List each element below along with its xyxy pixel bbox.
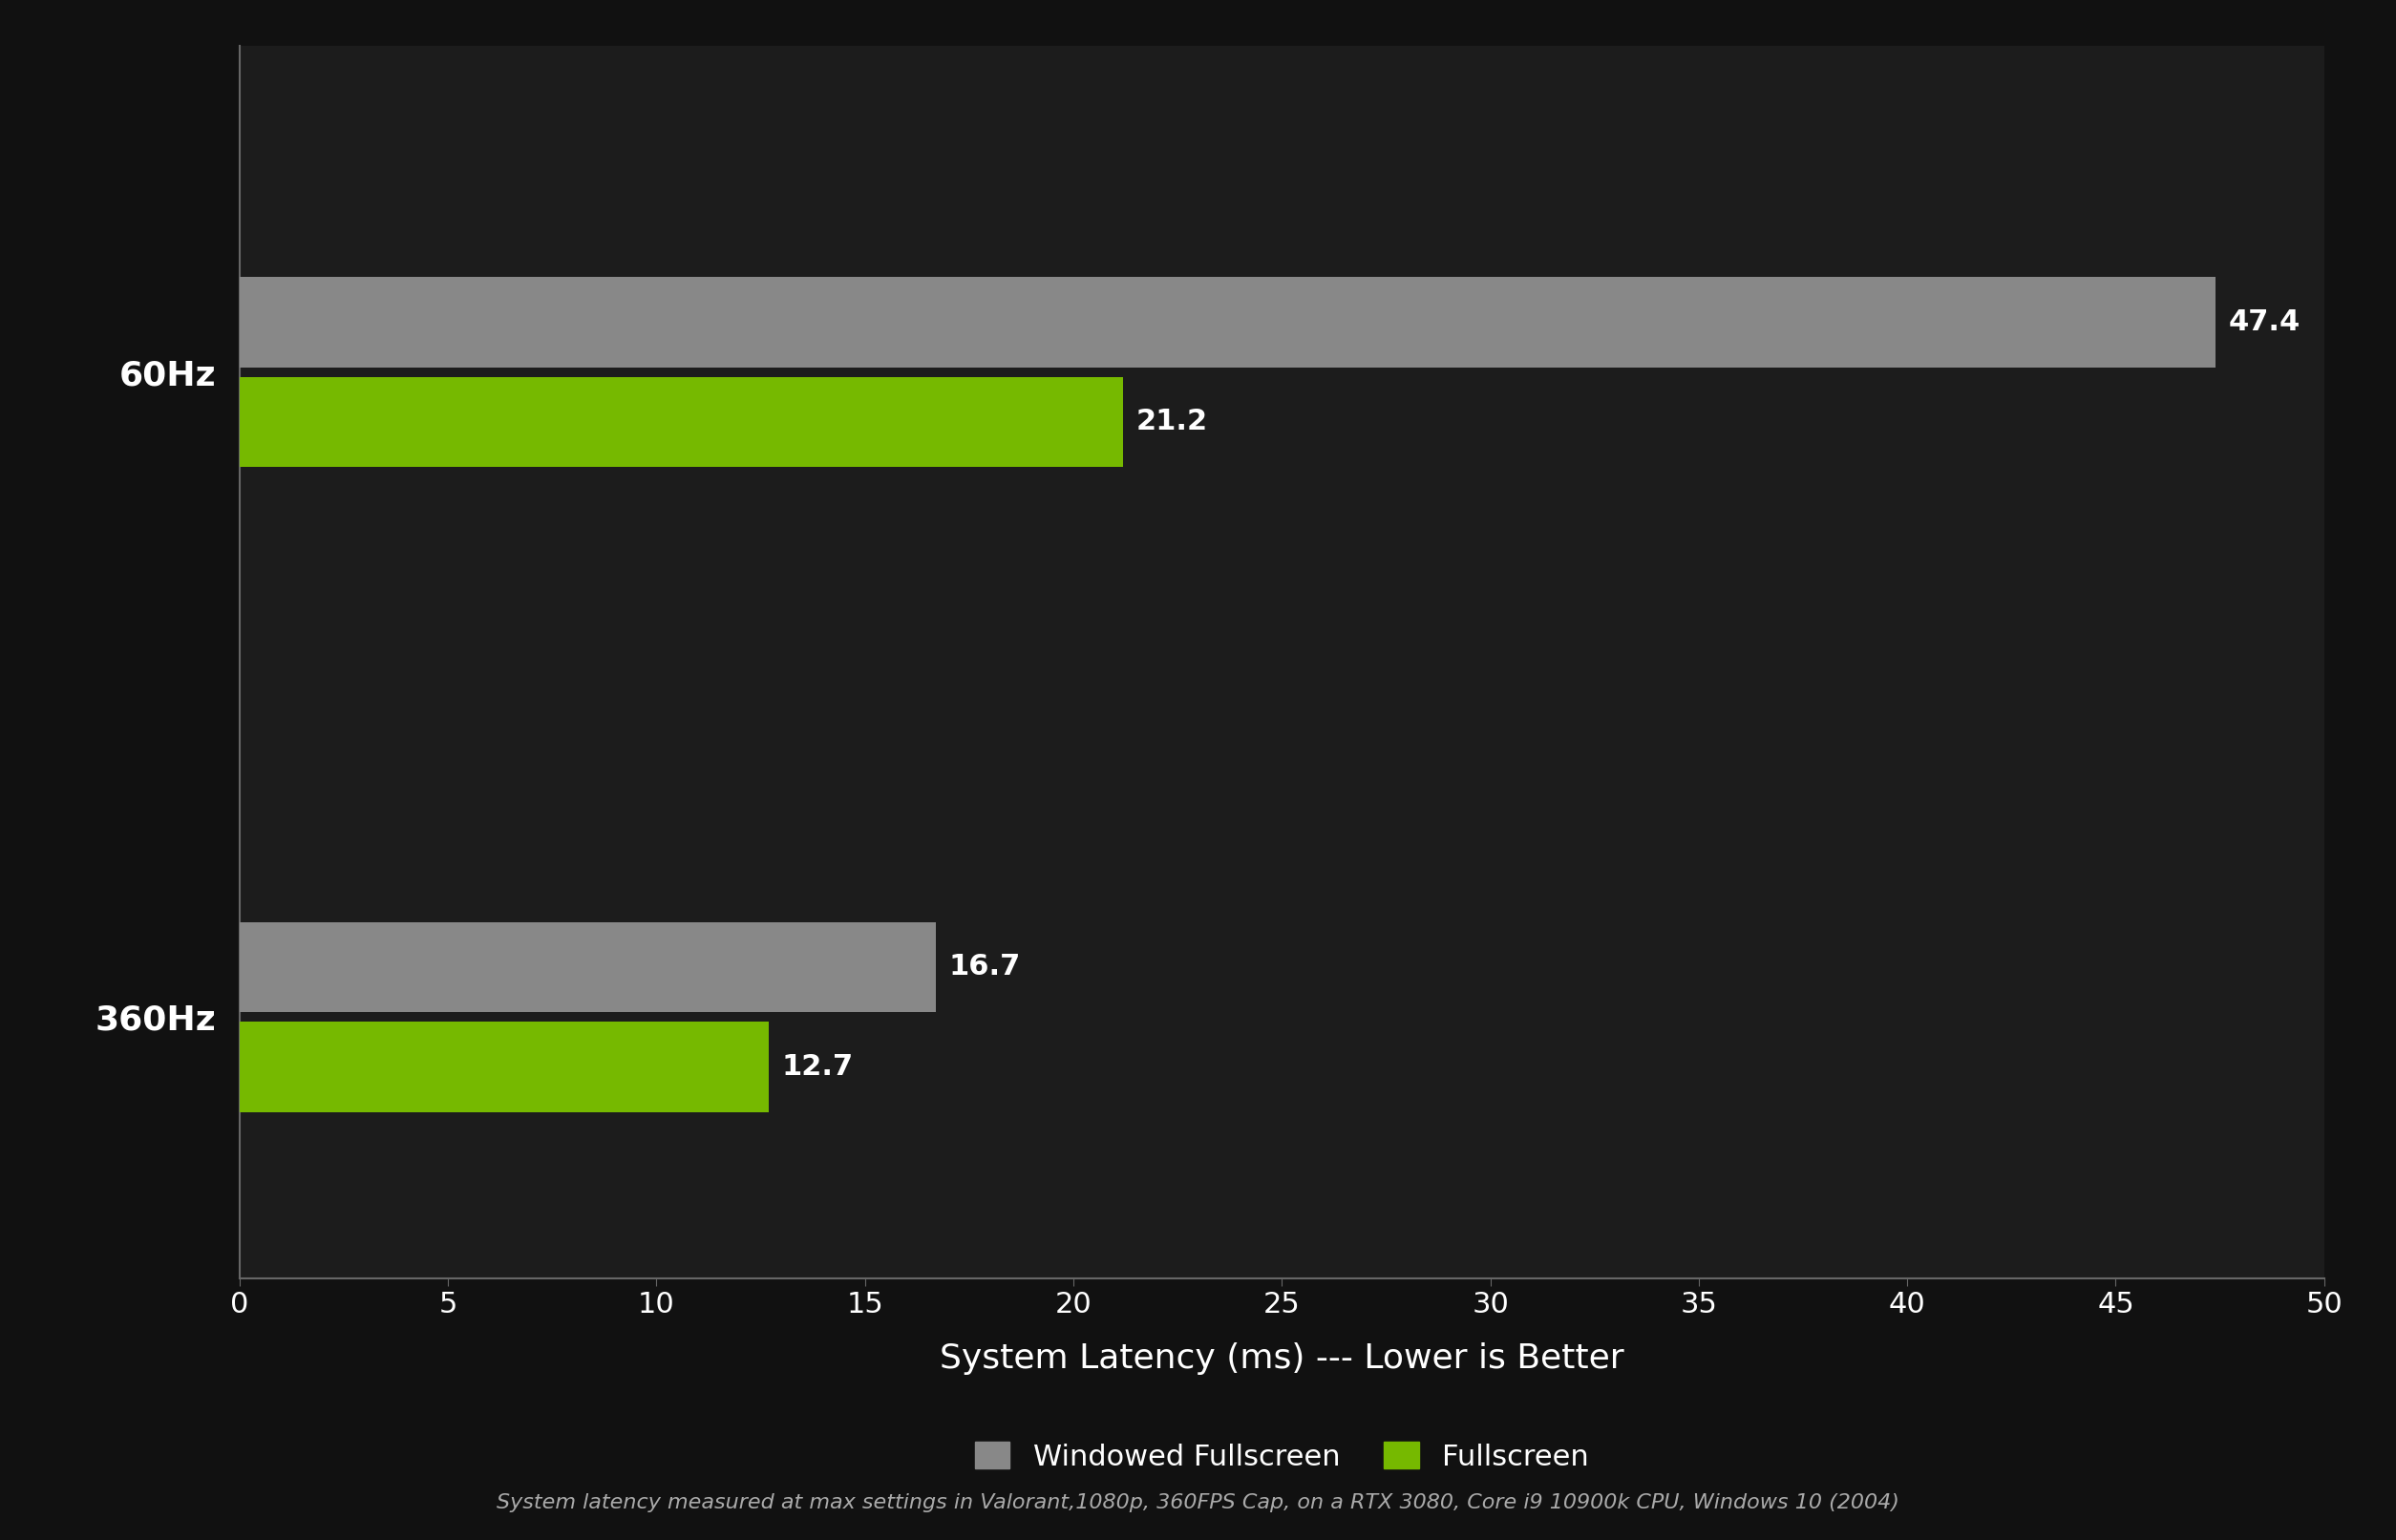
Bar xyxy=(240,277,2216,367)
Text: 21.2: 21.2 xyxy=(1136,408,1208,436)
Text: System latency measured at max settings in Valorant,1080p, 360FPS Cap, on a RTX : System latency measured at max settings … xyxy=(496,1494,1900,1512)
Text: 16.7: 16.7 xyxy=(949,953,1021,981)
Text: 12.7: 12.7 xyxy=(781,1053,853,1081)
Bar xyxy=(240,922,937,1012)
X-axis label: System Latency (ms) --- Lower is Better: System Latency (ms) --- Lower is Better xyxy=(939,1343,1624,1375)
Bar xyxy=(240,1023,769,1112)
Text: 47.4: 47.4 xyxy=(2228,308,2300,336)
Legend: Windowed Fullscreen, Fullscreen: Windowed Fullscreen, Fullscreen xyxy=(961,1428,1603,1486)
Bar xyxy=(240,377,1124,467)
